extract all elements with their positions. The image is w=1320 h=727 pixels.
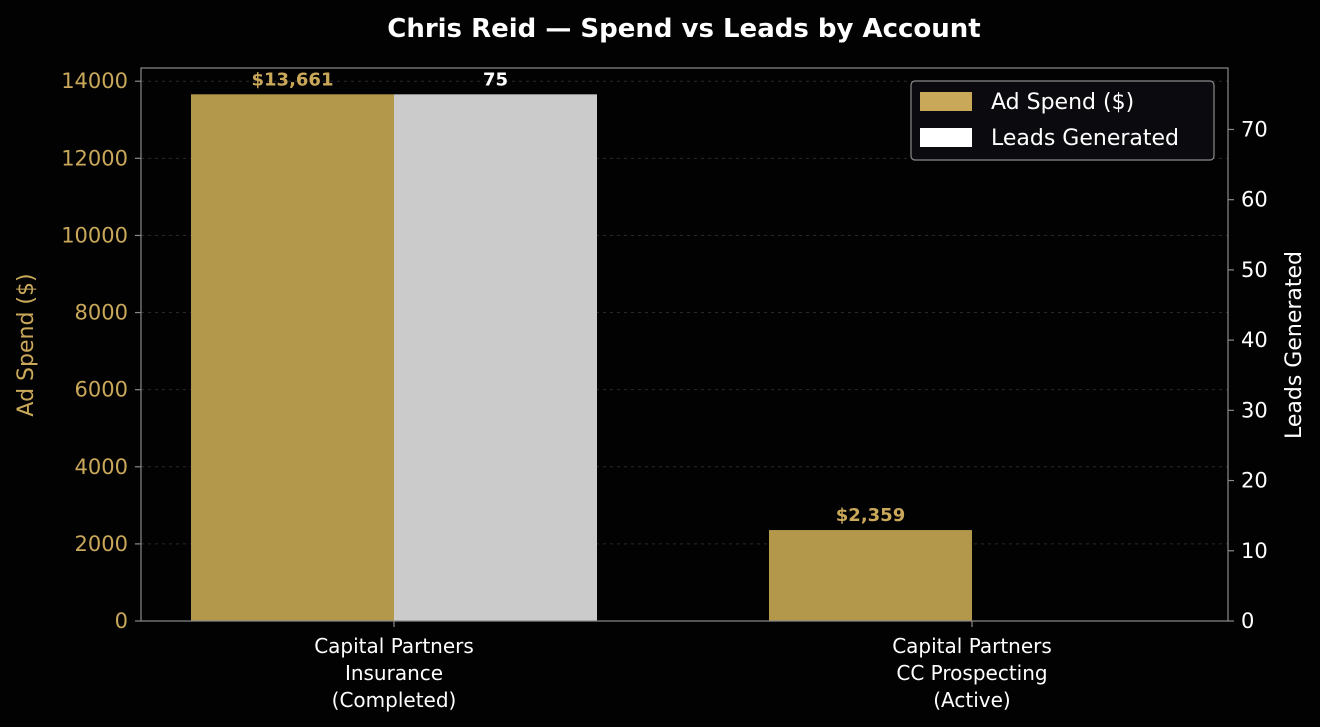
x-tick-label: Insurance — [345, 661, 443, 685]
left-tick-label: 14000 — [61, 69, 128, 93]
right-tick-label: 0 — [1241, 609, 1254, 633]
legend-swatch — [920, 92, 972, 111]
plot-frame — [140, 67, 1229, 622]
left-tick-label: 6000 — [75, 378, 128, 402]
data-label-ad-spend: $2,359 — [836, 505, 905, 526]
bar-ad-spend — [191, 94, 394, 621]
data-label-leads: 75 — [483, 69, 508, 90]
right-tick-label: 10 — [1241, 539, 1268, 563]
legend-swatch — [920, 128, 972, 147]
x-tick-label: Capital Partners — [892, 634, 1052, 658]
x-tick-label: (Active) — [933, 688, 1010, 712]
left-tick-label: 12000 — [61, 146, 128, 170]
bar-ad-spend — [769, 530, 972, 621]
left-axis-label: Ad Spend ($) — [14, 273, 39, 416]
x-tick-label: (Completed) — [332, 688, 457, 712]
right-tick-label: 30 — [1241, 398, 1268, 422]
legend-box — [910, 80, 1215, 161]
left-tick-label: 10000 — [61, 223, 128, 247]
left-tick-label: 8000 — [75, 301, 128, 325]
data-label-ad-spend: $13,661 — [252, 69, 334, 90]
right-axis-label: Leads Generated — [1282, 251, 1307, 439]
legend-label: Leads Generated — [991, 126, 1179, 151]
left-tick-label: 2000 — [75, 532, 128, 556]
plot-area: $13,661 $2,359 75 0 2000 4000 6000 8000 10000 120… — [14, 67, 1307, 712]
x-tick-label: CC Prospecting — [896, 661, 1047, 685]
right-tick-label: 70 — [1241, 117, 1268, 141]
chart-title: Chris Reid — Spend vs Leads by Account — [387, 14, 981, 44]
bar-leads — [394, 94, 597, 622]
left-tick-label: 4000 — [75, 455, 128, 479]
right-tick-label: 50 — [1241, 258, 1268, 282]
right-tick-label: 20 — [1241, 469, 1268, 493]
left-tick-label: 0 — [115, 609, 128, 633]
legend-label: Ad Spend ($) — [991, 90, 1134, 115]
right-tick-label: 40 — [1241, 328, 1268, 352]
right-tick-label: 60 — [1241, 188, 1268, 212]
x-tick-label: Capital Partners — [314, 634, 474, 658]
